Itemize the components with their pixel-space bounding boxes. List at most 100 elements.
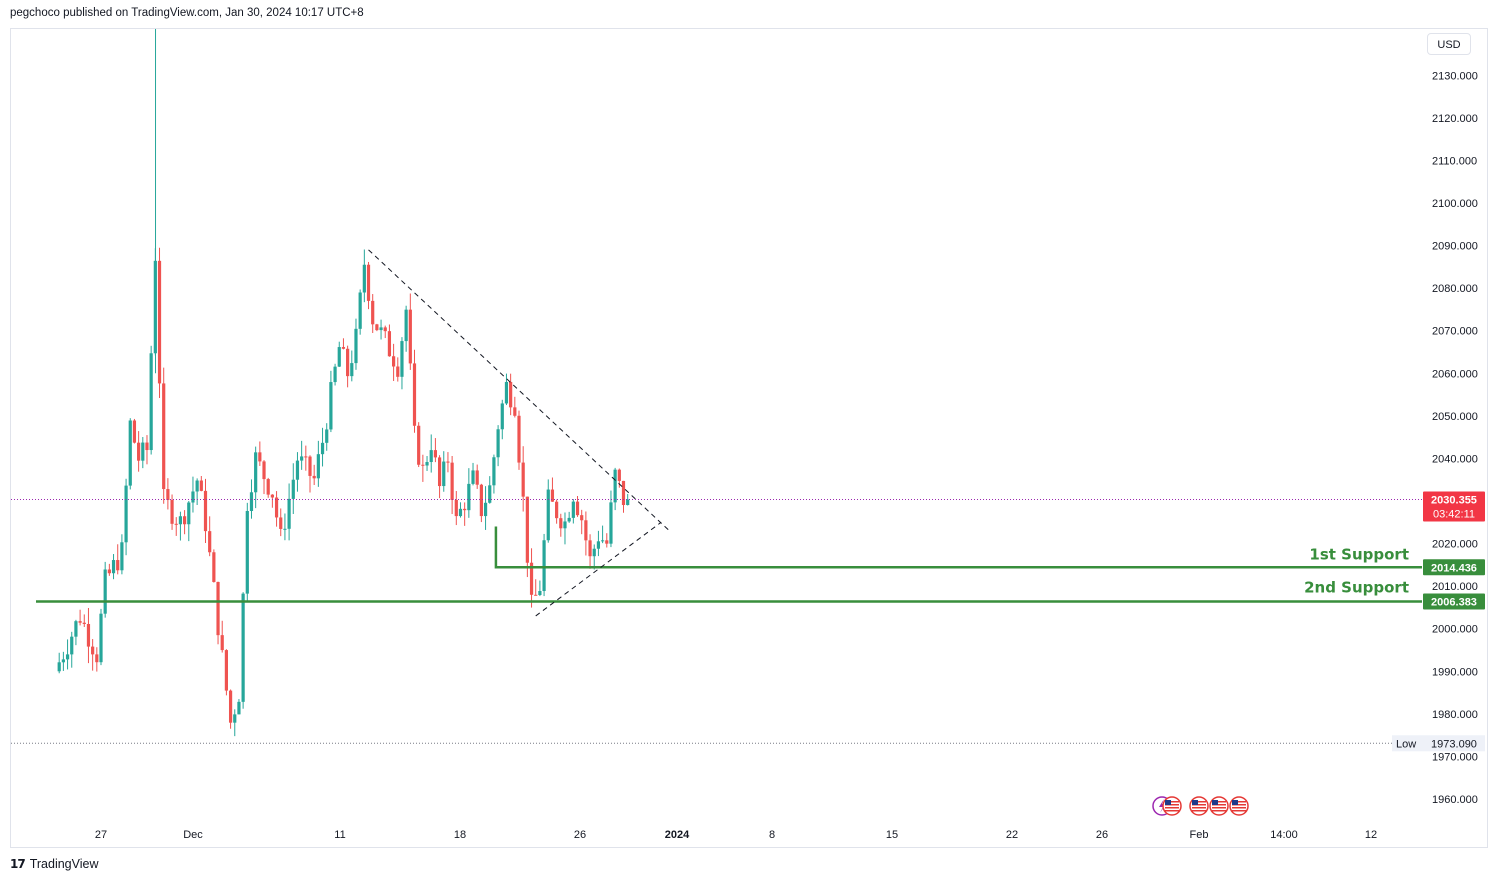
candle-body xyxy=(387,331,392,357)
bear-candle xyxy=(91,639,95,671)
bear-candle xyxy=(162,367,166,504)
y-tick-label: 1970.000 xyxy=(1432,751,1478,763)
bear-candle xyxy=(588,534,592,569)
bear-candle xyxy=(475,464,479,489)
y-tick-label: 1980.000 xyxy=(1432,709,1478,721)
currency-selector[interactable]: USD xyxy=(1427,33,1471,55)
candle-body xyxy=(70,636,74,655)
candle-body xyxy=(425,462,429,466)
bear-candle xyxy=(203,478,208,544)
flag-stripe xyxy=(1192,810,1206,812)
bear-candle xyxy=(584,511,588,556)
candle-body xyxy=(429,450,433,463)
bull-candle xyxy=(504,373,509,406)
bear-candle xyxy=(521,446,525,512)
bull-candle xyxy=(542,533,546,597)
bear-candle xyxy=(559,513,563,537)
candle-body xyxy=(601,540,605,542)
bear-candle xyxy=(433,438,437,463)
bear-candle xyxy=(228,689,233,729)
flag-stripe xyxy=(1192,807,1206,809)
bull-candle xyxy=(538,580,542,597)
y-tick-label: 2010.000 xyxy=(1432,581,1478,593)
candle-body xyxy=(300,456,304,461)
flag-stripe xyxy=(1232,810,1246,812)
candle-body xyxy=(534,594,538,596)
bear-candle xyxy=(392,343,396,381)
bear-candle xyxy=(107,563,111,576)
bear-candle xyxy=(525,496,529,578)
bull-candle xyxy=(425,456,429,471)
countdown-text: 03:42:11 xyxy=(1433,508,1475,520)
footer-brand[interactable]: 17 TradingView xyxy=(10,857,99,871)
x-tick-label: 26 xyxy=(1096,829,1108,841)
candle-body xyxy=(588,540,592,557)
bear-candle xyxy=(170,494,174,530)
bull-candle xyxy=(546,479,550,543)
bear-candle xyxy=(208,516,212,557)
candle-body xyxy=(412,363,417,426)
support-1-price-tag-box xyxy=(1423,559,1485,576)
candle-body xyxy=(584,520,588,541)
bear-candle xyxy=(605,533,609,548)
y-tick-label: 2110.000 xyxy=(1432,155,1477,167)
us-flag-icon xyxy=(1189,796,1209,816)
icon-ring xyxy=(1162,796,1182,816)
bear-candle xyxy=(279,508,283,537)
flag-stripe xyxy=(1192,801,1206,803)
candle-body xyxy=(187,502,191,525)
candle-body xyxy=(559,518,563,529)
bull-candle xyxy=(70,631,74,668)
bull-candle xyxy=(379,319,383,340)
bear-candle xyxy=(550,477,555,502)
candle-body xyxy=(78,621,82,623)
bull-candle xyxy=(488,476,492,504)
x-tick-label: 26 xyxy=(574,829,586,841)
candle-body xyxy=(488,485,492,503)
bull-candle xyxy=(141,437,145,469)
flag-stripe xyxy=(1212,801,1226,803)
footer-brand-label: TradingView xyxy=(29,857,99,871)
bear-candle xyxy=(137,431,141,472)
current-price-box xyxy=(1423,491,1485,522)
bull-candle xyxy=(237,699,241,715)
candle-body xyxy=(224,650,228,691)
candle-body xyxy=(212,552,216,582)
candle-body xyxy=(550,489,555,502)
bull-candle xyxy=(626,494,630,506)
flag-canton xyxy=(1165,800,1171,805)
bull-candle xyxy=(400,337,404,390)
x-tick-label: 11 xyxy=(334,829,345,841)
candle-body xyxy=(107,569,111,574)
bear-candle xyxy=(437,455,442,499)
bull-candle xyxy=(458,502,463,518)
flag-stripe xyxy=(1232,801,1246,803)
support-1-price-tag-text: 2014.436 xyxy=(1431,562,1477,574)
candle-body xyxy=(308,456,312,476)
us-flag-icon xyxy=(1229,796,1249,816)
bull-candle xyxy=(471,462,475,486)
bear-candle xyxy=(463,502,467,526)
flag-canton xyxy=(1192,800,1198,805)
bear-candle xyxy=(555,499,559,524)
candle-body xyxy=(183,516,187,525)
candle-body xyxy=(95,654,99,663)
candle-body xyxy=(580,515,584,521)
bull-candle xyxy=(245,502,249,601)
bull-candle xyxy=(195,478,199,505)
bull-candle xyxy=(429,434,433,473)
bear-candle xyxy=(274,491,279,527)
candle-body xyxy=(525,496,529,563)
bull-candle xyxy=(128,418,132,490)
axis-layer: 1960.000 1970.000 1980.000 1990.000 2000.000… xyxy=(95,70,1478,841)
candle-body xyxy=(504,381,509,404)
candle-body xyxy=(475,470,479,485)
y-tick-label: 2120.000 xyxy=(1432,113,1478,125)
bear-candle xyxy=(412,349,417,433)
candle-body xyxy=(291,479,295,499)
bull-candle xyxy=(316,440,320,487)
candle-body xyxy=(383,327,387,332)
candle-body xyxy=(304,456,308,458)
candle-body xyxy=(458,508,463,517)
